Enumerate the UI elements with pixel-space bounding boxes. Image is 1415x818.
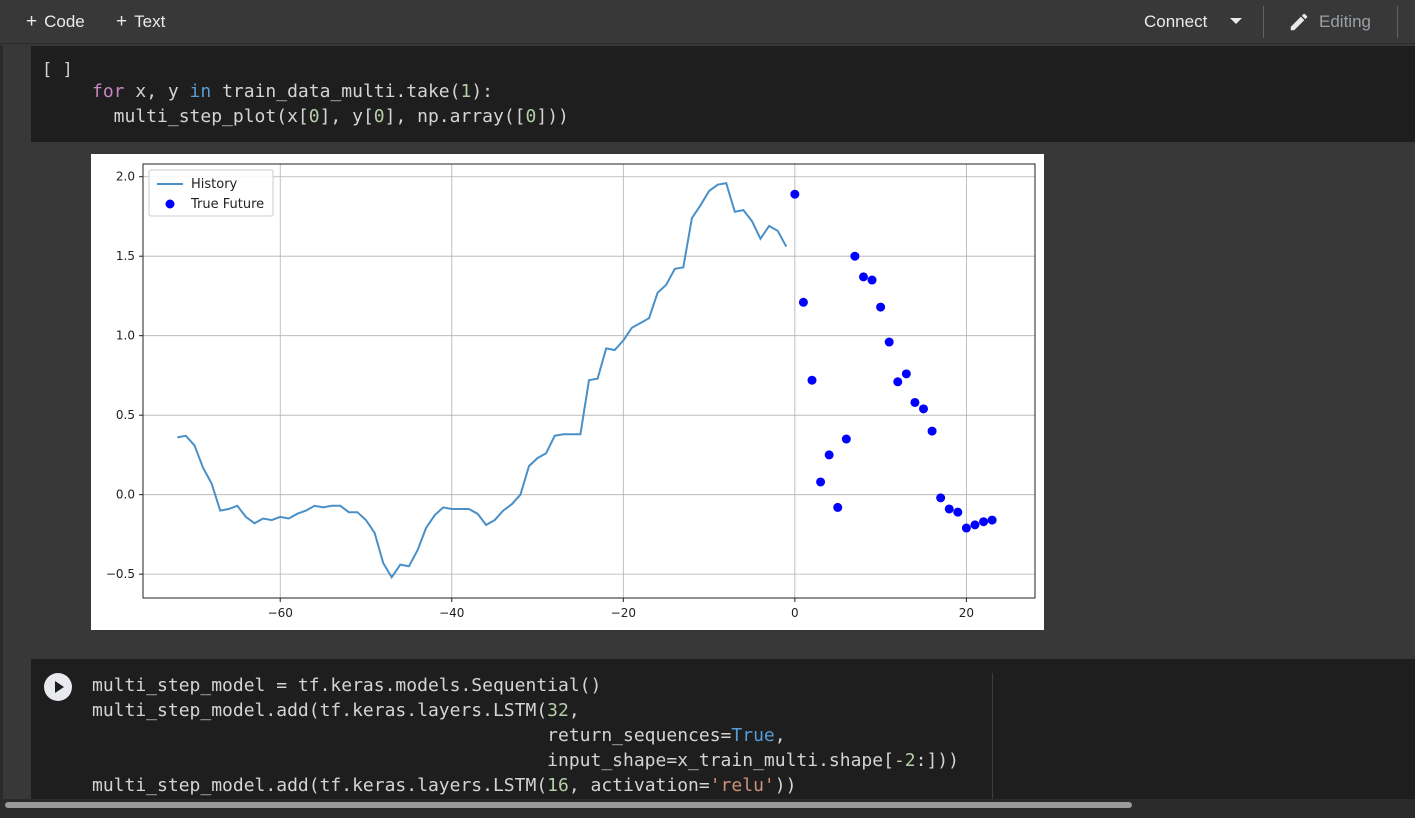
y-tick-label: 0.0	[116, 488, 135, 502]
add-text-button[interactable]: + Text	[116, 0, 165, 44]
true-future-point	[876, 302, 886, 312]
code-line: for x, y in train_data_multi.take(1):	[92, 81, 494, 102]
history-future-chart: −60 −40 −20 0 20 −0.5 0.0 0.5 1.0 1.5 2.0 History Tr…	[106, 163, 1036, 620]
pencil-icon	[1290, 13, 1308, 31]
legend-box	[148, 169, 274, 217]
true-future-point	[910, 397, 920, 407]
true-future-point	[961, 523, 971, 533]
add-text-label: Text	[134, 12, 166, 31]
true-future-point	[901, 369, 911, 379]
execution-count: [ ]	[42, 60, 73, 80]
true-future-point	[841, 434, 851, 444]
true-future-point	[833, 502, 843, 512]
x-tick-label: 20	[959, 606, 974, 620]
connect-button[interactable]: Connect	[1144, 0, 1207, 44]
true-future-point	[893, 377, 903, 387]
x-tick-label: −40	[439, 606, 464, 620]
true-future-point	[816, 477, 826, 487]
connect-label: Connect	[1144, 12, 1208, 31]
horizontal-scrollbar-thumb[interactable]	[5, 802, 1132, 808]
y-tick-label: 2.0	[116, 170, 135, 184]
y-tick-label: −0.5	[106, 567, 135, 581]
line-length-ruler	[992, 673, 993, 799]
true-future-point	[979, 517, 989, 527]
true-future-point	[987, 515, 997, 525]
true-future-point	[884, 337, 894, 347]
y-tick-label: 0.5	[116, 408, 135, 422]
true-future-point	[798, 297, 808, 307]
plus-icon: +	[26, 11, 38, 32]
code-line: multi_step_model.add(tf.keras.layers.LST…	[92, 700, 580, 721]
editing-label: Editing	[1319, 12, 1371, 31]
code-editor-2[interactable]: multi_step_model = tf.keras.models.Seque…	[92, 673, 959, 798]
true-future-point	[936, 493, 946, 503]
code-cell-model[interactable]	[31, 659, 1415, 799]
true-future-point	[970, 520, 980, 530]
true-future-point	[790, 189, 800, 199]
legend-history-label: History	[191, 177, 238, 192]
run-cell-button[interactable]	[44, 673, 72, 701]
legend-future-label: True Future	[190, 197, 264, 212]
code-line: multi_step_plot(x[0], y[0], np.array([0]…	[92, 106, 569, 127]
toolbar-divider	[1263, 6, 1264, 38]
y-tick-label: 1.5	[116, 249, 135, 263]
code-line: multi_step_model.add(tf.keras.layers.LST…	[92, 775, 797, 796]
toolbar-divider	[1397, 6, 1398, 38]
editing-mode-button[interactable]: Editing	[1288, 0, 1371, 44]
history-line	[177, 181, 788, 580]
chevron-down-icon[interactable]	[1230, 18, 1242, 24]
true-future-point	[850, 251, 860, 261]
true-future-point	[919, 404, 928, 414]
x-tick-label: 0	[791, 606, 799, 620]
axes-frame	[142, 163, 1036, 599]
code-editor-1[interactable]: for x, y in train_data_multi.take(1): mu…	[92, 79, 569, 129]
true-future-point	[944, 504, 954, 514]
left-rail	[0, 45, 3, 818]
code-cell-plot[interactable]	[31, 46, 1415, 142]
x-tick-label: −20	[611, 606, 636, 620]
notebook-toolbar: + Code + Text Connect Editing	[0, 0, 1415, 44]
cell-output-plot: −60 −40 −20 0 20 −0.5 0.0 0.5 1.0 1.5 2.0 History Tr…	[91, 154, 1044, 630]
y-tick-label: 1.0	[116, 329, 135, 343]
true-future-point	[807, 375, 817, 385]
true-future-point	[927, 426, 937, 436]
code-line: input_shape=x_train_multi.shape[-2:]))	[92, 750, 959, 771]
code-line: return_sequences=True,	[92, 725, 786, 746]
true-future-point	[824, 450, 834, 460]
code-line: multi_step_model = tf.keras.models.Seque…	[92, 675, 602, 696]
true-future-point	[953, 507, 963, 517]
x-tick-label: −60	[268, 606, 293, 620]
legend-future-swatch	[165, 199, 175, 209]
true-future-point	[867, 275, 877, 285]
true-future-point	[858, 272, 868, 282]
add-code-label: Code	[44, 12, 85, 31]
plus-icon: +	[116, 11, 128, 32]
add-code-button[interactable]: + Code	[26, 0, 85, 44]
